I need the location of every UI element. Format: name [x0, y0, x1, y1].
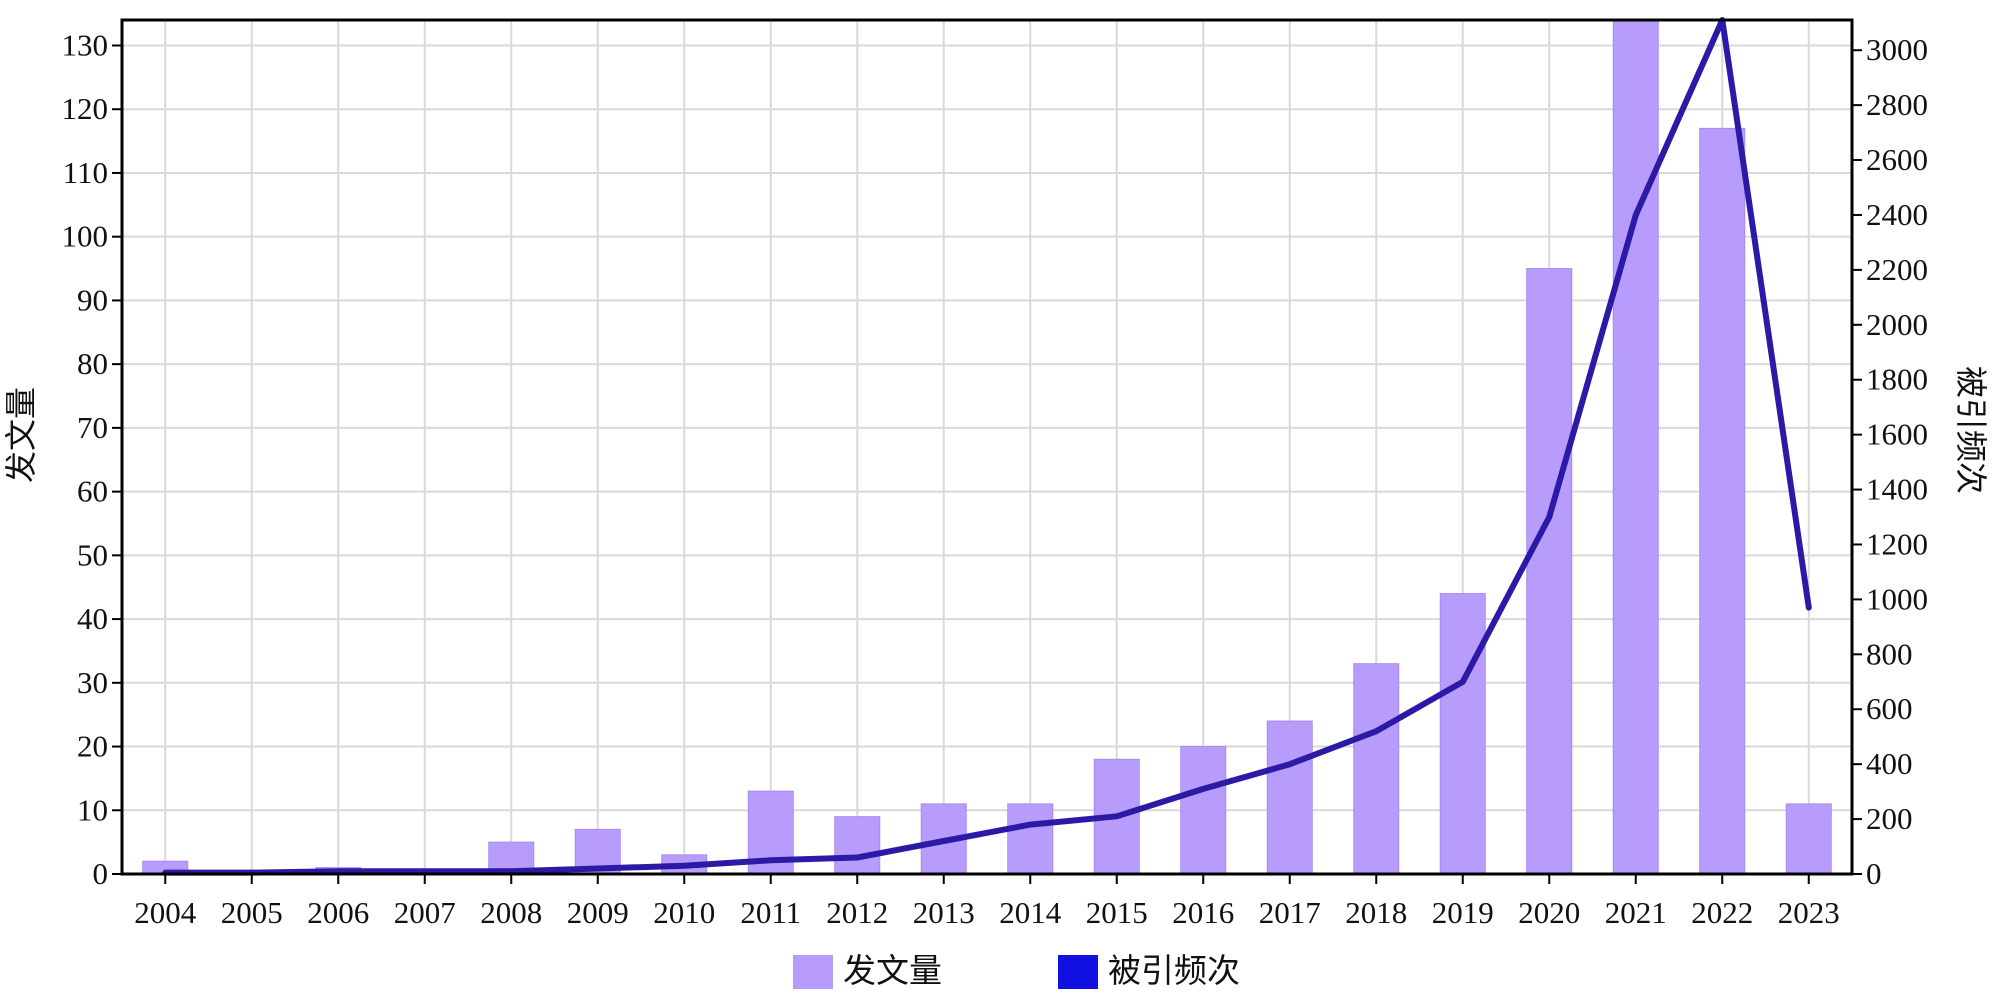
x-tick-label: 2004	[134, 895, 197, 930]
right-tick-label: 1000	[1866, 581, 1928, 616]
bar	[1699, 127, 1746, 875]
right-tick-label: 1200	[1866, 526, 1928, 561]
line-point	[1114, 813, 1120, 819]
gridlines	[122, 20, 1852, 875]
line-point	[1633, 212, 1639, 218]
bar	[1266, 720, 1313, 875]
x-tick-label: 2006	[307, 895, 369, 930]
left-tick-label: 50	[77, 537, 108, 572]
x-tick-label: 2012	[826, 895, 888, 930]
line-point	[1806, 605, 1812, 611]
right-tick-label: 1800	[1866, 362, 1928, 397]
bar	[1785, 803, 1832, 875]
line-point	[1546, 514, 1552, 520]
legend-swatch-bars	[793, 955, 833, 989]
x-tick-label: 2010	[653, 895, 715, 930]
line-point	[1373, 728, 1379, 734]
left-tick-label: 100	[62, 219, 109, 254]
x-tick-label: 2007	[394, 895, 456, 930]
right-tick-label: 2200	[1866, 252, 1928, 287]
bar	[1353, 663, 1400, 875]
x-tick-label: 2023	[1778, 895, 1840, 930]
x-tick-label: 2019	[1432, 895, 1494, 930]
right-tick-label: 400	[1866, 746, 1913, 781]
right-tick-label: 3000	[1866, 32, 1928, 67]
bar-series	[142, 19, 1832, 875]
x-tick-label: 2018	[1345, 895, 1407, 930]
legend-label-line: 被引频次	[1108, 951, 1240, 990]
bar	[1612, 19, 1659, 875]
series-line	[162, 17, 1812, 876]
left-tick-label: 80	[77, 346, 108, 381]
bar	[1439, 593, 1486, 875]
x-tick-label: 2021	[1605, 895, 1667, 930]
left-tick-label: 120	[62, 91, 109, 126]
plot-border	[120, 18, 1854, 876]
left-tick-label: 110	[63, 155, 108, 190]
x-axis-ticks: 2004 2005 2006 2007 2008 2009 2010 2011 2012 2013…	[134, 874, 1840, 930]
left-tick-label: 90	[77, 282, 108, 317]
x-tick-label: 2015	[1086, 895, 1148, 930]
left-tick-label: 30	[77, 665, 108, 700]
x-tick-label: 2011	[740, 895, 801, 930]
left-tick-label: 130	[62, 27, 109, 62]
x-tick-label: 2009	[567, 895, 629, 930]
bar	[1526, 268, 1573, 875]
right-tick-label: 2000	[1866, 307, 1928, 342]
left-tick-label: 20	[77, 729, 108, 764]
left-tick-label: 70	[77, 410, 108, 445]
line-point	[681, 863, 687, 869]
right-tick-label: 800	[1866, 636, 1913, 671]
x-tick-label: 2022	[1691, 895, 1753, 930]
bar	[1007, 803, 1054, 875]
x-tick-label: 2008	[480, 895, 542, 930]
line-point	[1027, 822, 1033, 828]
right-axis-title: 被引频次	[1952, 366, 1990, 494]
bar	[1180, 746, 1227, 875]
right-tick-label: 1400	[1866, 472, 1928, 507]
legend: 发文量 被引频次	[793, 951, 1240, 990]
line-point	[941, 838, 947, 844]
right-tick-label: 2600	[1866, 142, 1928, 177]
x-tick-label: 2005	[221, 895, 283, 930]
x-tick-label: 2017	[1259, 895, 1321, 930]
left-tick-label: 60	[77, 474, 108, 509]
line-point	[768, 857, 774, 863]
x-tick-label: 2014	[999, 895, 1062, 930]
right-tick-label: 2400	[1866, 197, 1928, 232]
right-tick-label: 600	[1866, 691, 1913, 726]
right-tick-label: 200	[1866, 801, 1913, 836]
left-tick-label: 40	[77, 601, 108, 636]
right-tick-label: 1600	[1866, 417, 1928, 452]
right-axis-ticks: 0 200 400 600 800 1000 1200 1400 1600 1800 2000 220…	[1852, 32, 1928, 891]
legend-label-bars: 发文量	[843, 951, 942, 990]
right-tick-label: 0	[1866, 856, 1882, 891]
line-point	[1460, 679, 1466, 685]
bar	[834, 816, 881, 875]
line-point	[595, 866, 601, 872]
x-tick-label: 2013	[913, 895, 975, 930]
legend-swatch-line	[1058, 955, 1098, 989]
left-axis-title: 发文量	[2, 387, 40, 483]
left-tick-label: 10	[77, 792, 108, 827]
right-tick-label: 2800	[1866, 87, 1928, 122]
left-tick-label: 0	[93, 856, 109, 891]
left-axis-ticks: 0 10 20 30 40 50 60 70 80 90 100 110 120 130	[62, 27, 122, 891]
line-point	[1287, 761, 1293, 767]
line-point	[1200, 786, 1206, 792]
x-tick-label: 2016	[1172, 895, 1234, 930]
line-point	[854, 855, 860, 861]
plot-frame	[120, 18, 1854, 876]
x-tick-label: 2020	[1518, 895, 1580, 930]
